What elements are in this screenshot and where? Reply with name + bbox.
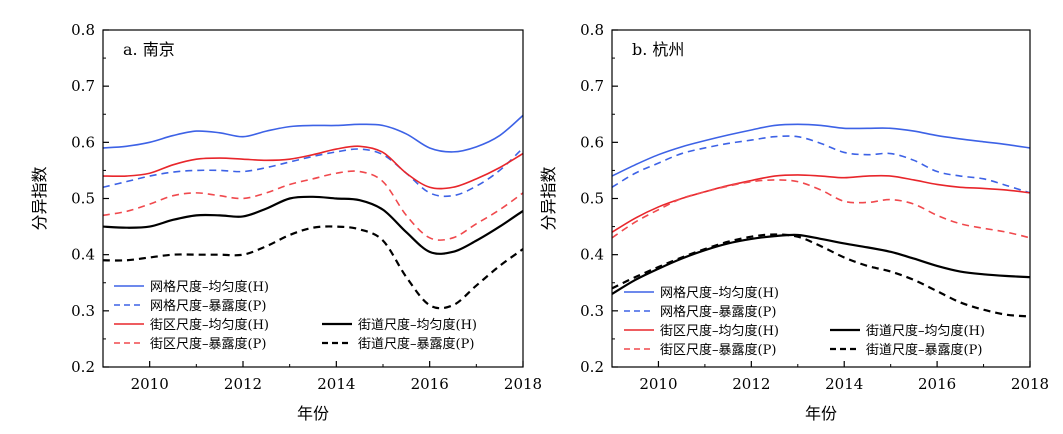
- series-line-4: [103, 195, 523, 255]
- legend-item: 网格尺度–暴露度(P): [624, 304, 776, 320]
- x-axis-title: 年份: [297, 404, 329, 423]
- panel-hangzhou: 2010 2012 2014 2016 2018 0.2 0.3 0.4 0.5 0.6 0.7 0.…: [539, 21, 1049, 423]
- y-tick-label: 0.3: [580, 302, 604, 320]
- legend-label: 网格尺度–暴露度(P): [150, 298, 266, 314]
- x-tick-label: 2010: [639, 375, 677, 393]
- legend: 网格尺度–均匀度(H) 网格尺度–暴露度(P) 街区尺度–均匀度(H) 街区尺度–暴露…: [624, 285, 985, 358]
- legend-item: 街区尺度–均匀度(H): [114, 317, 269, 333]
- x-tick-label: 2016: [918, 375, 956, 393]
- y-tick-label: 0.2: [580, 358, 604, 376]
- y-tick-label: 0.5: [580, 190, 604, 208]
- y-tick-label: 0.8: [580, 21, 604, 39]
- legend-item: 街区尺度–暴露度(P): [114, 336, 266, 352]
- y-tick-label: 0.2: [71, 358, 95, 376]
- series-line-5: [612, 233, 1030, 318]
- legend-label: 网格尺度–均匀度(H): [150, 279, 269, 295]
- x-tick-label: 2016: [411, 375, 449, 393]
- x-tick-label: 2018: [1011, 375, 1049, 393]
- legend-label: 街道尺度–暴露度(P): [866, 342, 982, 358]
- x-tick-label: 2012: [732, 375, 770, 393]
- legend-label: 网格尺度–暴露度(P): [660, 304, 776, 320]
- legend-item: 网格尺度–均匀度(H): [114, 279, 269, 295]
- y-tick-label: 0.4: [71, 246, 95, 264]
- y-tick-label: 0.6: [71, 133, 95, 151]
- series-line-3: [612, 179, 1030, 239]
- legend-item: 街道尺度–均匀度(H): [322, 317, 477, 333]
- x-tick-label: 2010: [131, 375, 169, 393]
- y-tick-label: 0.5: [71, 190, 95, 208]
- x-tick-label: 2014: [317, 375, 355, 393]
- y-tick-label: 0.3: [71, 302, 95, 320]
- series-line-3: [103, 170, 523, 241]
- x-axis-title: 年份: [805, 404, 837, 423]
- legend-label: 街区尺度–均匀度(H): [150, 317, 269, 333]
- y-tick-label: 0.7: [580, 77, 604, 95]
- legend-item: 街区尺度–均匀度(H): [624, 323, 779, 339]
- legend-label: 街区尺度–均匀度(H): [660, 323, 779, 339]
- x-tick-label: 2014: [825, 375, 863, 393]
- legend-label: 街道尺度–均匀度(H): [866, 323, 985, 339]
- y-tick-label: 0.4: [580, 246, 604, 264]
- legend-label: 街区尺度–暴露度(P): [150, 336, 266, 352]
- legend-item: 街区尺度–暴露度(P): [624, 342, 776, 358]
- legend-label: 网格尺度–均匀度(H): [660, 285, 779, 301]
- y-axis-title: 分异指数: [30, 166, 49, 230]
- y-tick-label: 0.7: [71, 77, 95, 95]
- y-tick-label: 0.8: [71, 21, 95, 39]
- series-line-0: [612, 123, 1030, 177]
- legend-label: 街道尺度–均匀度(H): [358, 317, 477, 333]
- legend-item: 网格尺度–暴露度(P): [114, 298, 266, 314]
- legend-item: 街道尺度–暴露度(P): [830, 342, 982, 358]
- series-line-0: [103, 114, 523, 153]
- legend-label: 街道尺度–暴露度(P): [358, 336, 474, 352]
- series-group: [103, 114, 523, 310]
- legend-item: 网格尺度–均匀度(H): [624, 285, 779, 301]
- legend-item: 街道尺度–均匀度(H): [830, 323, 985, 339]
- series-line-2: [612, 174, 1030, 233]
- panel-label: b. 杭州: [632, 40, 684, 59]
- panel-nanjing: 2010 2012 2014 2016 2018 0.2 0.3 0.4 0.5 0.6 0.7 0.…: [30, 21, 542, 423]
- series-line-5: [103, 225, 523, 310]
- y-tick-label: 0.6: [580, 133, 604, 151]
- series-line-2: [103, 145, 523, 190]
- y-axis-title: 分异指数: [539, 166, 558, 230]
- x-tick-label: 2012: [224, 375, 262, 393]
- legend-label: 街区尺度–暴露度(P): [660, 342, 776, 358]
- x-tick-label: 2018: [504, 375, 542, 393]
- legend-item: 街道尺度–暴露度(P): [322, 336, 474, 352]
- series-line-1: [612, 135, 1030, 194]
- panel-label: a. 南京: [123, 40, 175, 59]
- series-group: [612, 123, 1030, 318]
- legend: 网格尺度–均匀度(H) 网格尺度–暴露度(P) 街区尺度–均匀度(H) 街区尺度–暴露…: [114, 279, 477, 352]
